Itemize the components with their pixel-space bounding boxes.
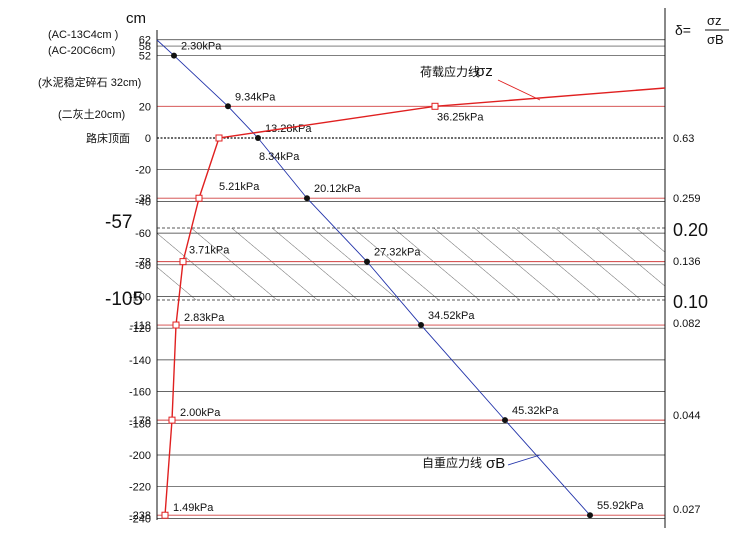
self-weight-point [502, 417, 508, 424]
depth-tick-label: 20 [139, 101, 151, 113]
depth-tick-label: -80 [135, 260, 151, 272]
self-weight-point [225, 103, 231, 110]
depth-tick-label: -240 [129, 513, 151, 525]
delta-value-label: 0.63 [673, 133, 694, 145]
load-stress-curve [164, 87, 666, 516]
load-stress-point [431, 102, 439, 110]
self-weight-symbol: σB [486, 455, 505, 472]
load-stress-point [195, 194, 203, 202]
load-stress-point [215, 134, 223, 142]
depth-tick-label: -38 [135, 193, 151, 205]
self-weight-point [418, 322, 424, 329]
depth-tick-label: 58 [139, 41, 151, 53]
delta-prefix: δ= [675, 22, 691, 38]
load-stress-point [161, 511, 169, 519]
depth-tick-label: -220 [129, 482, 151, 494]
self-weight-point [587, 512, 593, 519]
load-stress-point [168, 416, 176, 424]
delta-value-label: 0.044 [673, 410, 701, 422]
layer-label-subgrade: 路床顶面 [86, 131, 130, 145]
load-curve-leader [497, 79, 541, 101]
delta-value-label: 0.10 [673, 292, 708, 312]
self-weight-name: 自重应力线 [422, 455, 482, 470]
depth-tick-label: 0 [145, 133, 151, 145]
layer-label-cement: (水泥稳定碎石 32cm) [38, 75, 141, 89]
depth-tick-label: -118 [130, 320, 151, 332]
hatched-zone [157, 228, 665, 300]
self-weight-legend: 自重应力线 σB [422, 454, 541, 472]
self-weight-value: 45.32kPa [512, 405, 559, 417]
delta-denominator: σB [707, 32, 724, 47]
depth-tick-label: -78 [135, 257, 151, 269]
self-weight-point [255, 135, 261, 141]
load-stress-value: 36.25kPa [437, 111, 484, 123]
unit-label: cm [126, 10, 146, 27]
delta-value-label: 0.20 [673, 220, 708, 240]
load-stress-value: 2.83kPa [184, 312, 225, 324]
self-weight-value: 55.92kPa [597, 500, 644, 512]
self-weight-point [304, 195, 310, 202]
self-weight-value: 2.30kPa [181, 41, 222, 53]
load-stress-value: 5.21kPa [219, 181, 260, 193]
big-depth-label: -57 [105, 212, 132, 233]
depth-tick-label: -178 [129, 415, 151, 427]
depth-tick-label: -200 [129, 450, 151, 462]
delta-value-label: 0.259 [673, 193, 701, 205]
load-curve-legend: 荷载应力线 σz [420, 63, 541, 101]
depth-tick-label: -40 [135, 196, 151, 208]
self-weight-value: 27.32kPa [374, 247, 421, 259]
delta-value-label: 0.136 [673, 256, 701, 268]
load-stress-point [172, 321, 180, 329]
load-curve-name: 荷载应力线 [420, 64, 480, 79]
depth-tick-label: 62 [139, 35, 151, 47]
load-stress-value: 2.00kPa [180, 407, 221, 419]
load-stress-point [179, 258, 187, 266]
delta-numerator: σz [707, 13, 722, 28]
self-weight-value: 20.12kPa [314, 183, 361, 195]
layer-label-ac13: (AC-13C4cm ) [48, 29, 118, 41]
depth-tick-label: -60 [135, 228, 151, 240]
delta-value-label: 0.082 [673, 318, 701, 330]
depth-tick-label: -120 [129, 323, 151, 335]
self-weight-point [171, 52, 177, 59]
depth-tick-label: -160 [129, 387, 151, 399]
delta-value-label: 0.027 [673, 504, 701, 516]
load-stress-value: 3.71kPa [189, 245, 230, 257]
depth-tick-label: -20 [135, 165, 151, 177]
load-stress-value: 8.34kPa [259, 151, 300, 163]
layer-label-lime: (二灰土20cm) [58, 107, 125, 121]
self-weight-value: 34.52kPa [428, 310, 475, 322]
layer-label-ac20: (AC-20C6cm) [48, 45, 115, 57]
self-weight-leader [507, 454, 541, 466]
delta-formula: δ= σz σB [675, 13, 729, 47]
load-stress-value: 1.49kPa [173, 502, 214, 514]
self-weight-point [364, 258, 370, 265]
load-curve-symbol: σz [476, 63, 493, 80]
depth-tick-label: -238 [129, 510, 151, 522]
self-weight-value: 9.34kPa [235, 91, 276, 103]
depth-tick-label: 52 [139, 51, 151, 63]
depth-tick-label: -140 [129, 355, 151, 367]
big-depth-label: -105 [105, 289, 143, 310]
depth-tick-label: -100 [129, 292, 151, 304]
depth-tick-label: -180 [129, 418, 151, 430]
